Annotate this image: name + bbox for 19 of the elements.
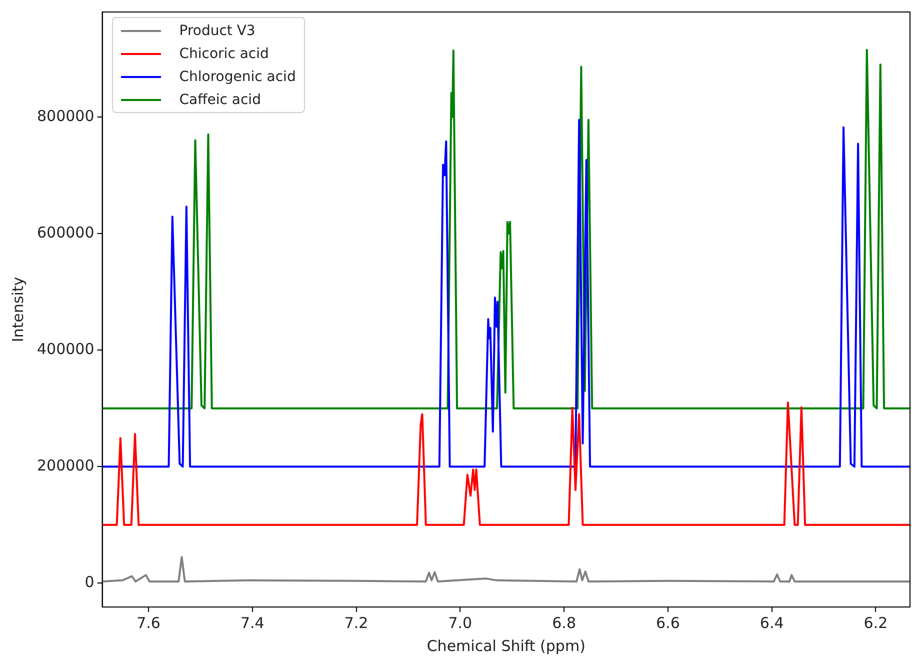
y-axis-title: Intensity: [8, 276, 27, 342]
y-tick-label: 0: [84, 573, 94, 592]
y-tick-label: 400000: [36, 340, 94, 358]
x-tick-label: 7.0: [448, 614, 472, 632]
x-tick-label: 7.6: [136, 614, 160, 632]
legend-label: Product V3: [179, 22, 256, 38]
y-tick-label: 600000: [36, 223, 94, 242]
legend-label: Chicoric acid: [179, 46, 269, 62]
y-tick-label: 200000: [36, 456, 94, 475]
legend-label: Caffeic acid: [179, 92, 261, 108]
x-axis-title: Chemical Shift (ppm): [426, 636, 586, 655]
x-tick-label: 6.8: [552, 614, 576, 632]
x-tick-label: 6.4: [760, 614, 784, 632]
y-tick-label: 800000: [36, 106, 94, 125]
x-tick-label: 6.6: [656, 614, 680, 632]
x-tick-label: 7.2: [344, 614, 368, 632]
x-tick-label: 7.4: [240, 614, 264, 632]
legend-label: Chlorogenic acid: [179, 68, 296, 84]
x-tick-label: 6.2: [864, 614, 888, 632]
